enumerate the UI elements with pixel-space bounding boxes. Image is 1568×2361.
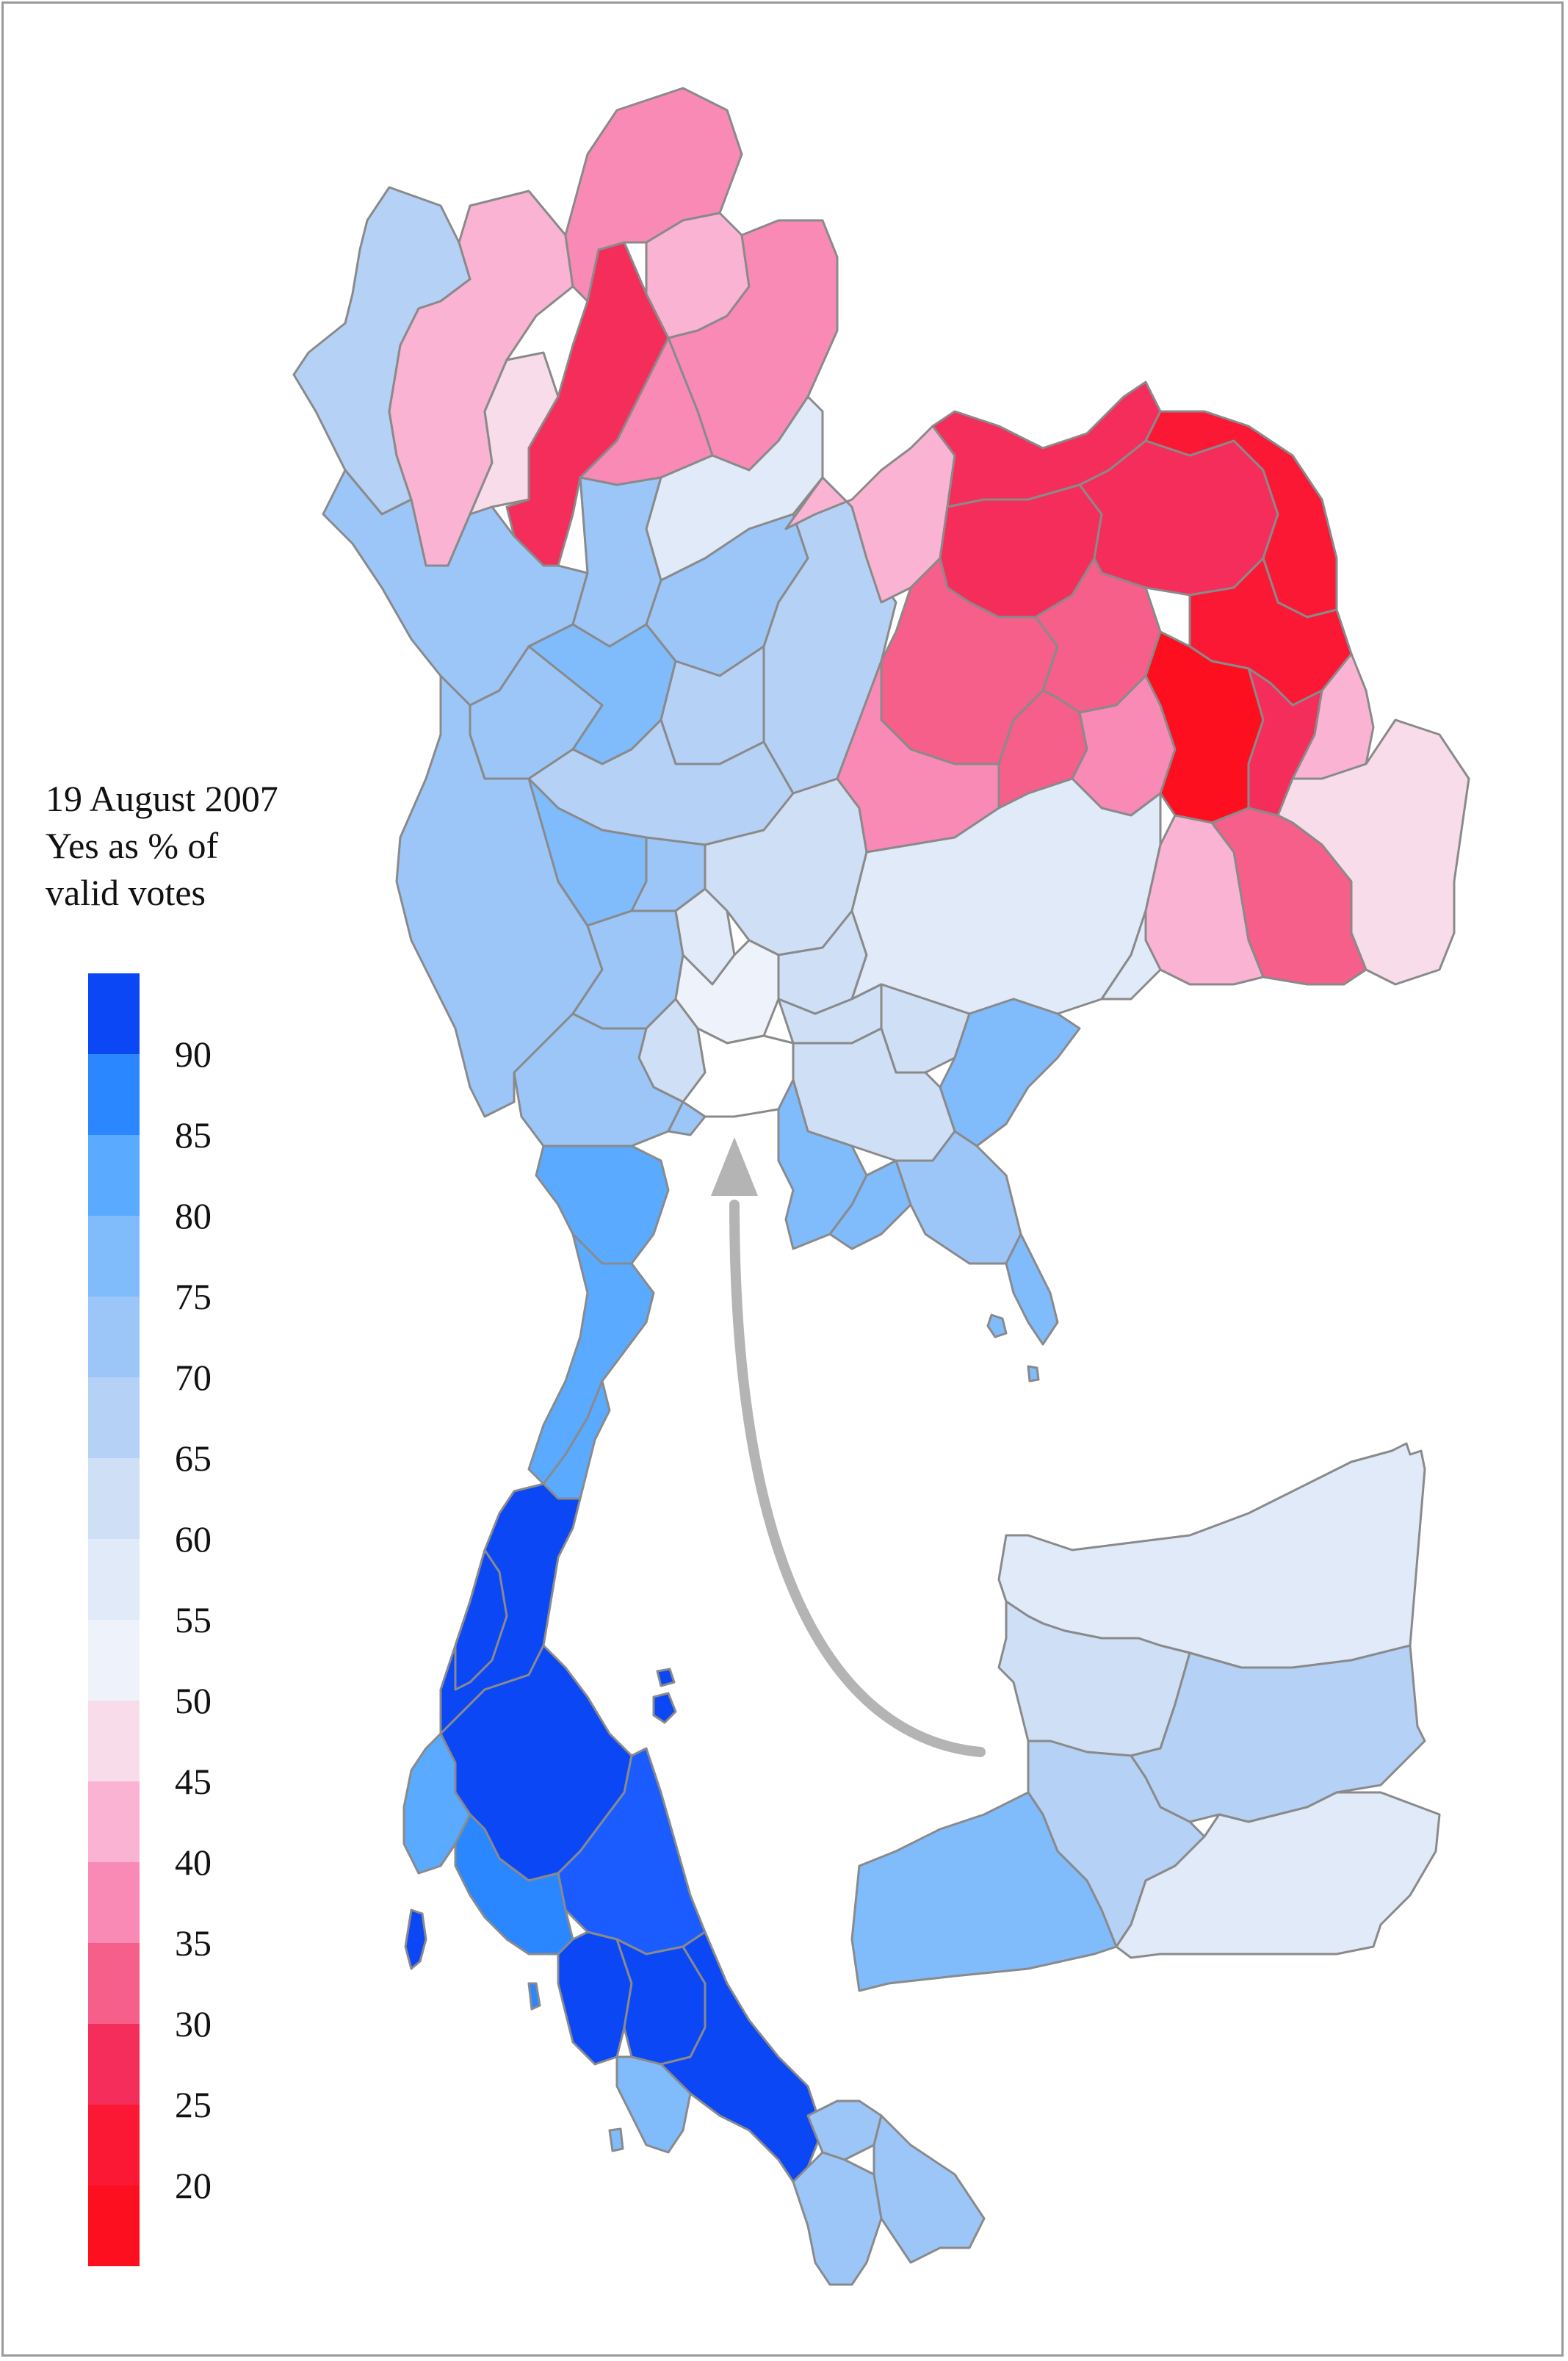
legend-tick-label: 50 (175, 1680, 212, 1721)
region-lamphun-pale (469, 351, 560, 516)
legend-tick-label: 60 (175, 1518, 212, 1560)
inset-arrow (729, 1200, 986, 1757)
legend-tick-label: 20 (175, 2165, 212, 2206)
island-kut (1027, 1365, 1040, 1383)
legend-swatch (88, 1054, 140, 1135)
legend-title-date: 19 August 2007 (46, 778, 278, 819)
inset-arrow-head (711, 1137, 758, 1196)
legend-swatch (88, 1377, 140, 1458)
legend-swatch (88, 1862, 140, 1943)
legend-tick-label: 65 (175, 1438, 212, 1479)
legend-swatch (88, 1135, 140, 1216)
legend-swatch (88, 1216, 140, 1297)
legend-tick-label: 85 (175, 1114, 212, 1156)
region-satun (615, 2055, 692, 2154)
legend-swatch (88, 973, 140, 1054)
region-ranong (454, 1549, 508, 1691)
legend-swatch (88, 2024, 140, 2105)
region-sa-kaeo (939, 998, 1081, 1147)
legend-swatch (88, 1620, 140, 1701)
island-lanta (527, 1982, 541, 2011)
legend-tick-label: 35 (175, 1922, 212, 1964)
legend-swatch (88, 1943, 140, 2024)
legend-tick-label: 55 (175, 1599, 212, 1640)
legend-swatch (88, 1297, 140, 1377)
region-buriram (1100, 909, 1162, 1001)
legend-tick-label: 70 (175, 1357, 212, 1398)
island-chang (986, 1313, 1008, 1338)
island-phangan (656, 1668, 676, 1687)
legend-tick-label: 45 (175, 1761, 212, 1802)
inset-district-southeast (1115, 1791, 1441, 1959)
legend-swatch (88, 2105, 140, 2185)
island-phuket (404, 1908, 427, 1970)
region-narathiwat (872, 2114, 986, 2264)
region-petchaburi (535, 1145, 670, 1265)
legend-tick-label: 80 (175, 1195, 212, 1236)
legend-tick-label: 75 (175, 1276, 212, 1317)
legend-tick-label: 30 (175, 2003, 212, 2044)
legend-swatch (88, 1781, 140, 1862)
region-yala (792, 2151, 883, 2286)
legend-title-measure: Yes as % of (46, 825, 219, 866)
legend-swatch (88, 1701, 140, 1781)
region-phang-nga (402, 1732, 472, 1875)
island-samui (652, 1692, 677, 1724)
legend-tick-label: 40 (175, 1842, 212, 1883)
inset-district-southwest (850, 1791, 1118, 1992)
region-pattani (806, 2099, 883, 2161)
legend-title: 19 August 2007 Yes as % of valid votes (46, 775, 278, 916)
legend-color-scale (88, 973, 140, 2266)
region-songkhla (660, 1931, 824, 2183)
legend-tick-label: 25 (175, 2084, 212, 2125)
region-trang (557, 1931, 633, 2066)
region-trat (1005, 1233, 1059, 1346)
legend-swatch (88, 2185, 140, 2266)
legend-swatch (88, 1458, 140, 1539)
legend-swatch (88, 1539, 140, 1620)
island-tarutao (608, 2127, 624, 2152)
legend-tick-label: 90 (175, 1034, 212, 1075)
legend-title-unit: valid votes (46, 872, 206, 913)
region-samut-area (667, 1100, 707, 1136)
